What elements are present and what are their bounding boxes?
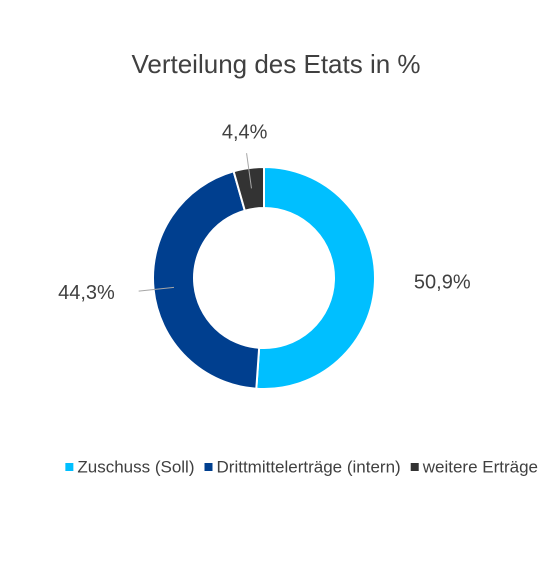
slice [255,165,376,390]
data-label: 44,3% [58,282,115,304]
legend-label: Zuschuss (Soll) [77,457,194,476]
leader-line [138,286,175,292]
leader-line [246,153,252,189]
chart-title: Verteilung des Etats in % [131,49,420,79]
slice [152,170,261,390]
legend-label: Drittmittelerträge (intern) [217,457,401,476]
data-label: 4,4% [222,122,268,144]
legend-marker [204,463,213,471]
legend-label: weitere Erträge [422,457,538,476]
legend-marker [65,463,74,471]
legend-marker [410,463,419,471]
data-label: 50,9% [414,271,471,293]
slice [232,165,265,212]
